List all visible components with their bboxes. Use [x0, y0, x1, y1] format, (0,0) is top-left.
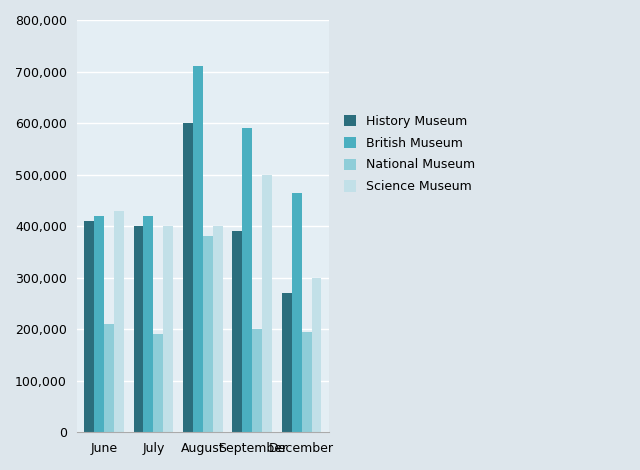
Bar — [203, 236, 212, 432]
Bar — [292, 193, 301, 432]
Bar — [154, 334, 163, 432]
Bar — [243, 128, 252, 432]
Bar — [262, 174, 272, 432]
Bar — [312, 278, 321, 432]
Bar — [84, 221, 94, 432]
Bar — [134, 226, 143, 432]
Legend: History Museum, British Museum, National Museum, Science Museum: History Museum, British Museum, National… — [338, 109, 482, 199]
Bar — [163, 226, 173, 432]
Bar — [212, 226, 223, 432]
Bar — [104, 324, 114, 432]
Bar — [94, 216, 104, 432]
Bar — [301, 332, 312, 432]
Bar — [114, 211, 124, 432]
Bar — [183, 123, 193, 432]
Bar — [232, 231, 243, 432]
Bar — [252, 329, 262, 432]
Bar — [193, 66, 203, 432]
Bar — [143, 216, 154, 432]
Bar — [282, 293, 292, 432]
